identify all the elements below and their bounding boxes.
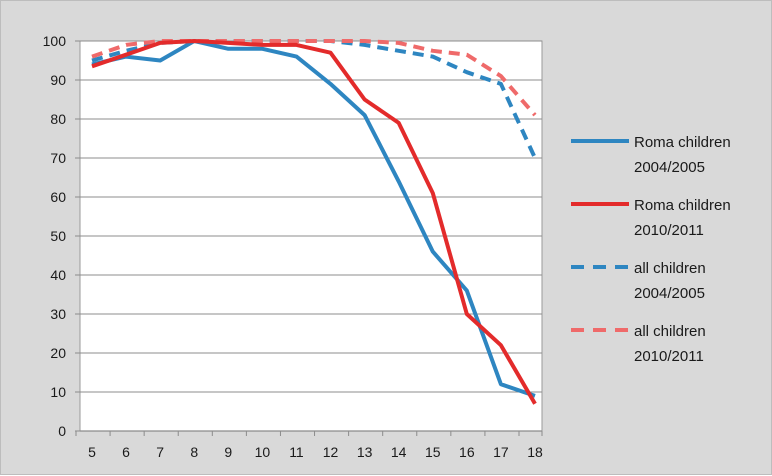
x-tick-label: 10 <box>255 444 271 460</box>
y-tick-label: 90 <box>50 72 66 88</box>
x-tick-label: 8 <box>190 444 198 460</box>
legend-label: 2010/2011 <box>634 348 704 365</box>
y-tick-label: 50 <box>50 228 66 244</box>
x-tick-label: 15 <box>425 444 441 460</box>
x-tick-label: 9 <box>224 444 232 460</box>
x-tick-label: 14 <box>391 444 407 460</box>
legend-label: all children <box>634 260 706 277</box>
y-tick-label: 70 <box>50 150 66 166</box>
x-tick-label: 11 <box>289 444 304 460</box>
x-tick-label: 5 <box>88 444 96 460</box>
y-tick-label: 0 <box>58 423 66 439</box>
y-tick-label: 10 <box>50 384 66 400</box>
x-tick-label: 18 <box>527 444 543 460</box>
x-tick-label: 17 <box>493 444 509 460</box>
y-tick-label: 20 <box>50 345 66 361</box>
legend-label: Roma children <box>634 134 731 151</box>
series-line <box>91 39 536 398</box>
legend: Roma children 2004/2005 Roma children 2010/… <box>571 134 731 365</box>
series-line <box>91 39 537 405</box>
y-tick-label: 30 <box>50 306 66 322</box>
legend-label: all children <box>634 323 706 340</box>
plot-area: 0 10 20 30 40 50 60 70 80 90 100 5 6 7 8 9 10 11 12 13 14 15 1… <box>43 33 543 460</box>
x-tick-label: 7 <box>156 444 164 460</box>
x-tick-label: 16 <box>459 444 475 460</box>
legend-label: 2004/2005 <box>634 285 705 302</box>
y-tick-label: 80 <box>50 111 66 127</box>
x-tick-label: 12 <box>323 444 339 460</box>
y-tick-label: 60 <box>50 189 66 205</box>
x-tick-label: 6 <box>122 444 130 460</box>
y-tick-label: 100 <box>43 33 67 49</box>
legend-label: 2004/2005 <box>634 159 705 176</box>
y-tick-label: 40 <box>50 267 66 283</box>
legend-label: Roma children <box>634 197 731 214</box>
legend-label: 2010/2011 <box>634 222 704 239</box>
x-tick-label: 13 <box>357 444 373 460</box>
